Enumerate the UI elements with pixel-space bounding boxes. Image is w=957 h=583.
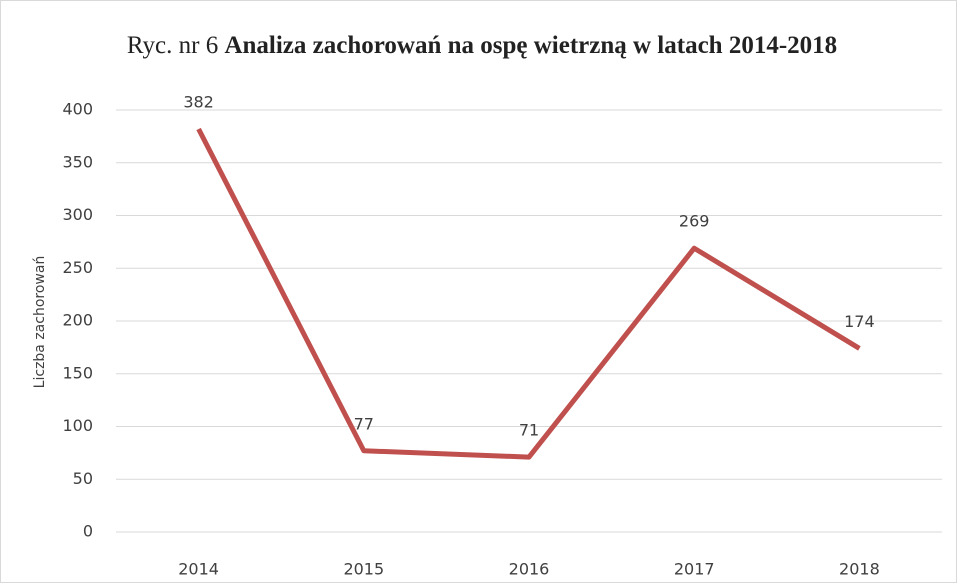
y-tick-label: 400 [62,100,93,119]
data-label: 382 [183,92,214,111]
y-tick-label: 0 [83,522,93,541]
x-tick-label: 2015 [343,560,384,579]
y-tick-label: 300 [62,205,93,224]
y-tick-label: 100 [62,416,93,435]
title-label: Ryc. nr 6 [127,32,218,59]
y-tick-label: 200 [62,311,93,330]
x-tick-label: 2017 [674,560,715,579]
data-label: 77 [354,414,374,433]
chart-title: Ryc. nr 6 Analiza zachorowań na ospę wie… [127,32,837,59]
y-tick-label: 250 [62,258,93,277]
data-label: 71 [519,421,539,440]
title-main: Analiza zachorowań na ospę wietrzną w la… [224,32,837,59]
x-tick-label: 2014 [178,560,219,579]
data-label: 174 [844,312,875,331]
y-tick-label: 50 [73,469,93,488]
y-axis-label: Liczba zachorowań [32,256,48,389]
x-tick-label: 2016 [509,560,550,579]
x-tick-label: 2018 [839,560,880,579]
line-series [196,127,861,460]
y-tick-label: 150 [62,363,93,382]
data-label: 269 [679,212,710,231]
y-tick-label: 350 [62,152,93,171]
